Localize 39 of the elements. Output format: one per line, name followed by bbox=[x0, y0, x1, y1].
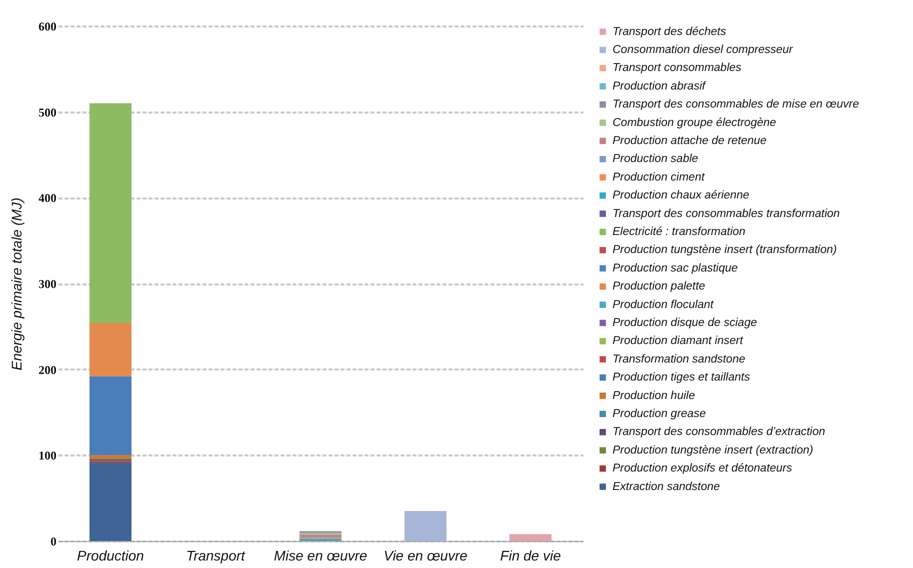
x-tick-label: Mise en œuvre bbox=[274, 548, 368, 564]
x-tick-label: Transport bbox=[186, 548, 246, 564]
legend-label: Production diamant insert bbox=[612, 335, 744, 348]
legend-label: Combustion groupe électrogène bbox=[612, 116, 776, 129]
legend-label: Production abrasif bbox=[612, 80, 707, 92]
legend-label: Electricité : transformation bbox=[612, 226, 746, 238]
x-tick-label: Production bbox=[77, 548, 144, 564]
y-tick-label: 200 bbox=[38, 362, 56, 377]
legend-label: Transformation sandstone bbox=[612, 353, 746, 366]
legend-label: Transport des consommables d’extraction bbox=[612, 426, 826, 438]
legend-label: Extraction sandstone bbox=[612, 480, 720, 493]
y-tick-label: 100 bbox=[38, 448, 56, 463]
legend-label: Production huile bbox=[612, 390, 695, 402]
y-tick-label: 400 bbox=[38, 191, 56, 206]
legend-label: Production explosifs et détonateurs bbox=[612, 462, 792, 475]
legend-label: Production chaux aérienne bbox=[612, 190, 750, 202]
legend-label: Production tiges et taillants bbox=[612, 372, 750, 384]
legend-label: Production attache de retenue bbox=[612, 134, 767, 147]
legend-label: Transport des déchets bbox=[612, 26, 726, 38]
y-axis-title: Energie primaire totale (MJ) bbox=[8, 198, 24, 370]
legend-label: Production floculant bbox=[612, 298, 714, 311]
y-tick-label: 300 bbox=[38, 277, 56, 291]
y-tick-label: 0 bbox=[50, 534, 56, 548]
legend-label: Transport des consommables transformation bbox=[612, 208, 840, 220]
legend-label: Production ciment bbox=[612, 171, 706, 184]
legend-label: Consommation diesel compresseur bbox=[612, 44, 794, 56]
legend-label: Production disque de sciage bbox=[612, 316, 757, 329]
legend-label: Production tungstène insert (transformation) bbox=[612, 244, 838, 256]
legend-label: Production grease bbox=[612, 408, 706, 420]
y-tick-label: 600 bbox=[38, 20, 56, 34]
y-tick-label: 500 bbox=[38, 105, 56, 120]
legend-label: Production sable bbox=[612, 153, 698, 166]
x-tick-label: Vie en œuvre bbox=[384, 548, 468, 564]
x-tick-label: Fin de vie bbox=[500, 548, 562, 564]
legend-label: Production palette bbox=[612, 280, 706, 293]
legend-label: Production tungstène insert (extraction) bbox=[612, 444, 814, 456]
legend-label: Transport consommables bbox=[612, 62, 742, 74]
legend-label: Transport des consommables de mise en œuvre bbox=[612, 98, 859, 111]
legend-label: Production sac plastique bbox=[612, 262, 738, 274]
